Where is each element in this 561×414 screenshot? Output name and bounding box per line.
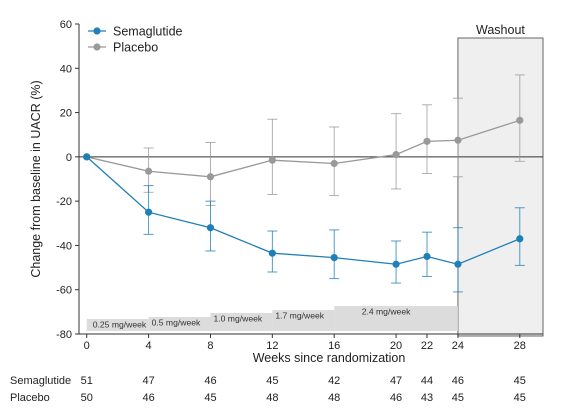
y-tick-label: 0	[66, 152, 72, 164]
series-semaglutide	[83, 153, 525, 293]
y-tick-label: 60	[60, 19, 72, 31]
dose-band	[86, 319, 149, 331]
n-at-risk-table: Semaglutide 51 47 46 45 42 47 44 46 45 Placebo 50 46…	[10, 375, 526, 404]
n-at-risk-value: 45	[266, 375, 278, 387]
n-at-risk-value: 45	[452, 392, 464, 404]
y-tick-label: 40	[60, 63, 72, 75]
x-tick-label: 16	[328, 340, 340, 352]
dose-band	[148, 317, 211, 331]
n-at-risk-value: 48	[328, 392, 340, 404]
dose-band-label: 1.7 mg/week	[275, 311, 324, 321]
data-point	[454, 136, 462, 144]
x-tick-label: 20	[390, 340, 402, 352]
n-at-risk-value: 47	[142, 375, 154, 387]
legend-swatch-marker	[93, 43, 101, 51]
data-point	[516, 235, 524, 243]
data-point	[330, 159, 338, 168]
washout-region	[457, 37, 544, 337]
legend: Semaglutide Placebo	[88, 25, 183, 55]
y-tick-label: -40	[56, 240, 72, 252]
y-axis-title: Change from baseline in UACR (%)	[29, 80, 43, 277]
data-point	[145, 208, 153, 216]
dose-band-label: 2.4 mg/week	[362, 307, 411, 317]
n-at-risk-value: 45	[514, 375, 526, 387]
data-point	[206, 173, 215, 181]
series-placebo	[83, 74, 525, 207]
n-at-risk-value: 45	[204, 392, 216, 404]
legend-label: Placebo	[113, 41, 158, 55]
y-tick-label: -20	[56, 196, 72, 208]
dose-band-label: 0.25 mg/week	[93, 320, 147, 330]
legend-label: Semaglutide	[113, 25, 183, 39]
data-point	[83, 153, 91, 161]
washout-label: Washout	[476, 23, 525, 37]
y-tick-label: 20	[60, 108, 72, 120]
data-point	[454, 260, 462, 268]
dose-band-label: 1.0 mg/week	[213, 314, 262, 324]
n-at-risk-value: 43	[421, 392, 433, 404]
n-at-risk-value: 44	[421, 375, 433, 387]
data-point	[330, 254, 338, 262]
data-point	[268, 156, 276, 164]
y-tick-label: -60	[56, 285, 72, 297]
n-at-risk-group-label: Placebo	[10, 392, 50, 404]
dose-band	[210, 313, 273, 331]
n-at-risk-value: 46	[142, 392, 154, 404]
dose-bands-layer: 0.25 mg/week 0.5 mg/week 1.0 mg/week 1.7 mg…	[86, 306, 458, 331]
data-point	[516, 116, 524, 124]
n-at-risk-value: 46	[452, 375, 464, 387]
data-point	[392, 151, 400, 159]
x-axis-title: Weeks since randomization	[253, 351, 406, 365]
n-at-risk-value: 42	[328, 375, 340, 387]
y-tick-label: -80	[56, 329, 72, 341]
dose-band-label: 0.5 mg/week	[152, 318, 201, 328]
series-line	[86, 119, 520, 178]
x-tick-label: 24	[452, 340, 464, 352]
n-at-risk-value: 47	[390, 375, 402, 387]
n-at-risk-value: 50	[81, 392, 93, 404]
n-at-risk-value: 46	[390, 392, 402, 404]
washout-layer: Washout	[457, 23, 544, 337]
dose-band	[272, 310, 335, 331]
n-at-risk-value: 48	[266, 392, 278, 404]
n-at-risk-group-label: Semaglutide	[10, 375, 71, 387]
data-point	[268, 249, 276, 257]
data-point	[423, 137, 431, 145]
axes-layer: 60 40 20 0 -20 -40 -60 -80 0 4 8 12 16 20 22 24 28 Weeks …	[29, 19, 543, 365]
data-point	[145, 167, 153, 175]
data-point	[392, 260, 400, 268]
x-tick-label: 22	[421, 340, 433, 352]
n-at-risk-value: 51	[81, 375, 93, 387]
data-point	[206, 224, 215, 232]
x-tick-label: 4	[146, 340, 152, 352]
n-at-risk-value: 45	[514, 392, 526, 404]
n-at-risk-value: 46	[204, 375, 216, 387]
x-tick-label: 8	[207, 340, 213, 352]
x-tick-label: 0	[84, 340, 90, 352]
data-point	[423, 252, 431, 261]
dose-band	[334, 306, 458, 331]
x-tick-label: 28	[514, 340, 526, 352]
series-layer	[83, 74, 525, 293]
x-tick-label: 12	[266, 340, 278, 352]
legend-swatch-marker	[93, 27, 101, 35]
